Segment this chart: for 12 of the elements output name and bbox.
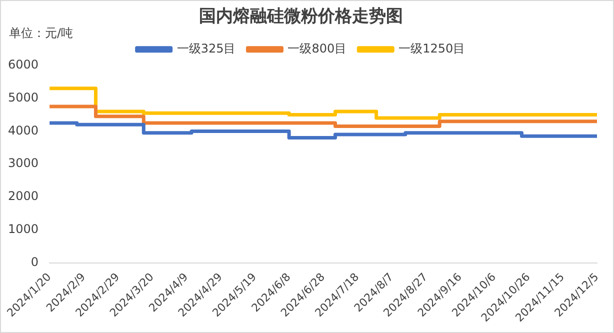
legend-label: 一级325目 <box>176 42 236 56</box>
y-tick-label: 5000 <box>8 90 39 104</box>
y-tick-label: 4000 <box>8 123 39 138</box>
legend-label: 一级800目 <box>288 42 347 56</box>
y-tick-label: 6000 <box>8 58 39 72</box>
legend-label: 一级1250目 <box>398 42 466 56</box>
y-tick-label: 0 <box>30 254 39 269</box>
chart-title: 国内熔融硅微粉价格走势图 <box>199 6 403 27</box>
y-tick-label: 2000 <box>8 189 39 204</box>
y-tick-label: 1000 <box>8 222 39 236</box>
y-tick-label: 3000 <box>8 156 39 170</box>
text: 单位：元/吨 <box>9 25 74 42</box>
